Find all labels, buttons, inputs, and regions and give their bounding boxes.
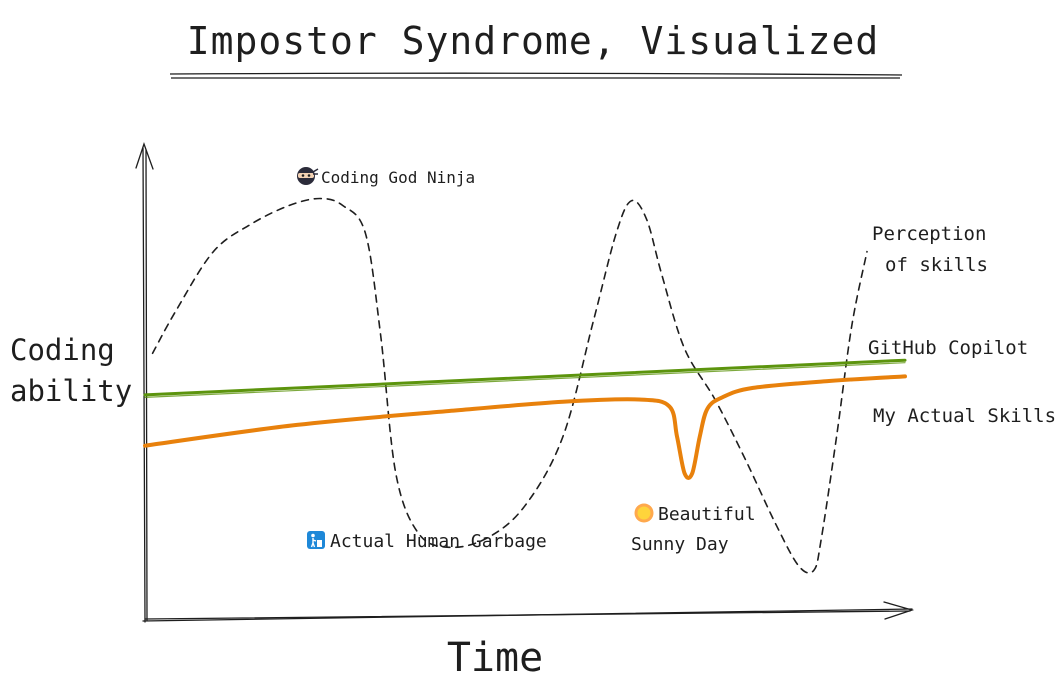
series-line-github-copilot-stroke-2 (144, 362, 906, 398)
legend-my-actual-skills: My Actual Skills (873, 405, 1056, 427)
y-axis-label-line-2: ability (10, 374, 132, 408)
y-axis-label-line-1: Coding (10, 333, 115, 367)
legend-perception-line-2: of skills (885, 254, 988, 276)
ninja-icon (297, 167, 319, 185)
x-axis-arrowhead (883, 601, 915, 620)
y-axis-arrowhead (135, 142, 154, 170)
series-line-github-copilot (143, 358, 907, 397)
legend-perception-line-1: Perception (872, 223, 986, 245)
annotation-beautiful-sunny-day: Beautiful Sunny Day (631, 504, 766, 555)
chart-title: Impostor Syndrome, Visualized (187, 19, 879, 63)
annotation-coding-god-ninja: Coding God Ninja (321, 168, 475, 187)
legend-perception-of-skills: Perception of skills (872, 223, 998, 276)
x-axis-label: Time (447, 635, 543, 681)
annotation-sunny-line-1: Beautiful (658, 504, 756, 525)
y-axis-label: Coding ability (10, 333, 132, 408)
series-line-perception-of-skills (151, 197, 868, 574)
title-underline (169, 72, 903, 79)
legend-github-copilot: GitHub Copilot (868, 337, 1028, 359)
annotation-sunny-line-2: Sunny Day (631, 534, 729, 555)
series-line-my-actual-skills (143, 374, 907, 480)
y-axis (135, 142, 154, 623)
trash-icon (307, 531, 325, 549)
x-axis (142, 601, 915, 622)
annotation-actual-human-garbage: Actual Human Garbage (330, 531, 547, 552)
sun-icon (634, 503, 654, 523)
